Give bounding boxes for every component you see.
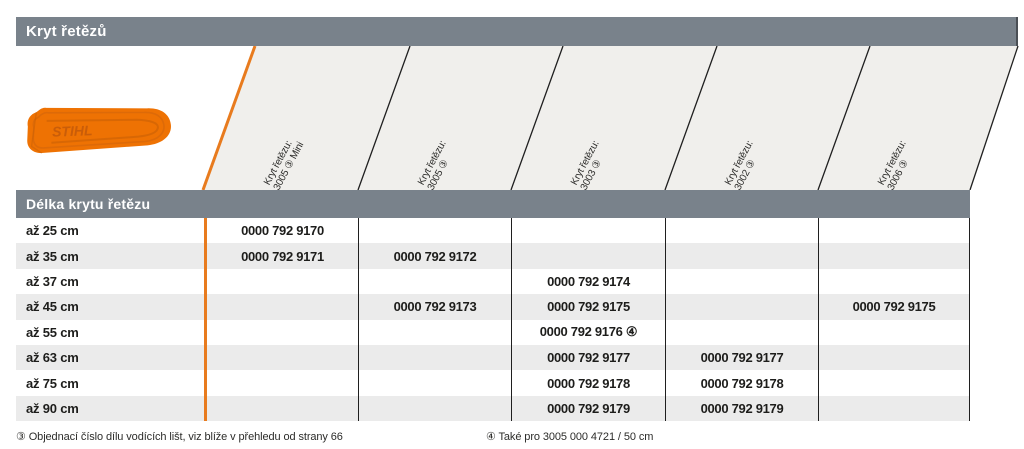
row-label: až 35 cm: [26, 248, 79, 264]
order-number-cell: [204, 395, 358, 422]
order-number-cell: [818, 370, 970, 396]
footnote-order-numbers: ③ Objednací číslo dílu vodících lišt, vi…: [16, 431, 343, 443]
order-number-cell: 0000 792 9177: [665, 344, 818, 371]
column-header-band: Kryt řetězu: 3005 ③ Mini Kryt řetězu: 30…: [0, 46, 1024, 192]
order-number-cell: 0000 792 9172: [358, 243, 511, 269]
order-number-cell: [665, 319, 818, 345]
order-number-cell: [818, 344, 970, 371]
order-number-cell: 0000 792 9175: [511, 294, 665, 320]
table-row: až 90 cm 0000 792 9179 0000 792 9179: [16, 395, 970, 422]
order-number-cell: [204, 294, 358, 320]
order-number-cell: [818, 395, 970, 422]
order-number-cell: 0000 792 9179: [665, 395, 818, 422]
table-row: až 37 cm 0000 792 9174: [16, 268, 970, 295]
page-title: Kryt řetězů: [26, 23, 107, 40]
footnote-also-for: ④ Také pro 3005 000 4721 / 50 cm: [486, 431, 654, 443]
order-number-cell: [818, 243, 970, 269]
order-number-cell: 0000 792 9173: [358, 294, 511, 320]
order-number-cell: [818, 268, 970, 295]
order-number-cell: [358, 395, 511, 422]
table-body: až 25 cm 0000 792 9170 až 35 cm 0000 792…: [16, 218, 970, 422]
section-title-bar: Délka krytu řetězu: [16, 190, 970, 218]
order-number-cell: [665, 243, 818, 269]
product-brand-text: STIHL: [52, 122, 93, 139]
table-row: až 63 cm 0000 792 9177 0000 792 9177: [16, 344, 970, 371]
order-number-cell: [358, 319, 511, 345]
row-label: až 90 cm: [26, 400, 79, 416]
order-number-cell: [818, 218, 970, 244]
order-number-cell: [204, 370, 358, 396]
order-number-cell: [358, 218, 511, 244]
table-row: až 55 cm 0000 792 9176 ④: [16, 319, 970, 345]
order-number-cell: [204, 268, 358, 295]
order-number-cell: 0000 792 9177: [511, 344, 665, 371]
order-number-cell: [358, 268, 511, 295]
order-number-cell: 0000 792 9179: [511, 395, 665, 422]
table-row: až 45 cm 0000 792 9173 0000 792 9175 000…: [16, 294, 970, 320]
row-label: až 37 cm: [26, 273, 79, 289]
order-number-cell: [358, 370, 511, 396]
order-number-cell: [511, 243, 665, 269]
row-label: až 63 cm: [26, 350, 79, 366]
order-number-cell: [511, 218, 665, 244]
order-number-cell: 0000 792 9171: [204, 243, 358, 269]
order-number-cell: 0000 792 9170: [204, 218, 358, 244]
order-number-cell: 0000 792 9178: [665, 370, 818, 396]
row-label: až 45 cm: [26, 299, 79, 315]
row-label: až 75 cm: [26, 375, 79, 391]
order-number-cell: [204, 319, 358, 345]
order-number-cell: [358, 344, 511, 371]
table-row: až 75 cm 0000 792 9178 0000 792 9178: [16, 370, 970, 396]
diagonal-header-background: [201, 46, 1019, 190]
order-number-cell: 0000 792 9176 ④: [511, 319, 665, 345]
order-number-cell: [818, 319, 970, 345]
order-number-cell: [665, 294, 818, 320]
order-number-cell: [665, 268, 818, 295]
order-number-cell: [665, 218, 818, 244]
order-number-cell: [204, 344, 358, 371]
order-number-cell: 0000 792 9178: [511, 370, 665, 396]
order-number-cell: 0000 792 9175: [818, 294, 970, 320]
page-title-bar: Kryt řetězů: [16, 17, 1018, 46]
table-row: až 25 cm 0000 792 9170: [16, 218, 970, 244]
row-label: až 25 cm: [26, 223, 79, 239]
chain-guard-product-photo: STIHL: [27, 107, 171, 154]
order-number-cell: 0000 792 9174: [511, 268, 665, 295]
row-label: až 55 cm: [26, 324, 79, 340]
table-row: až 35 cm 0000 792 9171 0000 792 9172: [16, 243, 970, 269]
section-title: Délka krytu řetězu: [26, 196, 151, 212]
